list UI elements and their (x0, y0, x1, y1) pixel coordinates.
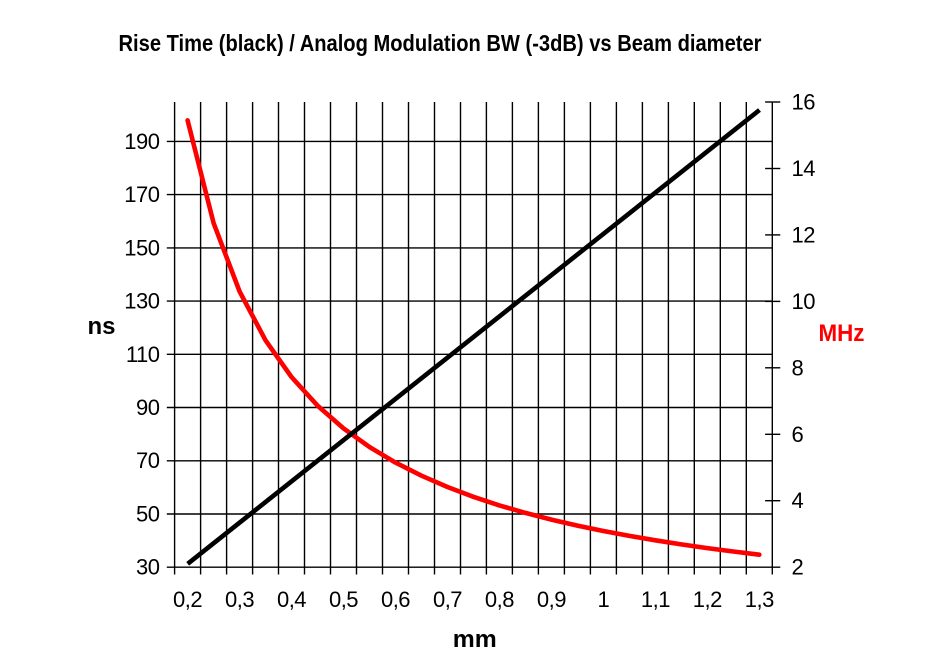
svg-text:0,2: 0,2 (173, 587, 202, 612)
svg-text:1,3: 1,3 (745, 587, 774, 612)
svg-text:mm: mm (453, 626, 497, 653)
svg-text:90: 90 (136, 395, 160, 420)
svg-text:70: 70 (136, 448, 160, 473)
svg-text:0,6: 0,6 (381, 587, 410, 612)
svg-text:130: 130 (124, 289, 159, 314)
svg-text:1: 1 (598, 587, 610, 612)
svg-text:10: 10 (792, 289, 816, 314)
svg-text:150: 150 (124, 235, 159, 260)
svg-text:4: 4 (792, 488, 804, 513)
svg-text:0,4: 0,4 (277, 587, 306, 612)
svg-text:0,7: 0,7 (433, 587, 462, 612)
svg-text:MHz: MHz (819, 320, 865, 347)
svg-text:2: 2 (792, 555, 804, 580)
svg-text:12: 12 (792, 222, 816, 247)
svg-text:30: 30 (136, 555, 160, 580)
svg-text:Rise Time (black) / Analog Mod: Rise Time (black) / Analog Modulation BW… (119, 30, 762, 56)
svg-text:1,1: 1,1 (641, 587, 670, 612)
svg-text:6: 6 (792, 422, 804, 447)
svg-text:170: 170 (124, 182, 159, 207)
svg-text:16: 16 (792, 90, 816, 115)
svg-text:50: 50 (136, 502, 160, 527)
svg-text:190: 190 (124, 129, 159, 154)
svg-text:110: 110 (126, 342, 160, 367)
svg-text:0,8: 0,8 (485, 587, 514, 612)
svg-text:14: 14 (792, 156, 816, 181)
svg-text:0,3: 0,3 (225, 587, 254, 612)
svg-text:ns: ns (87, 313, 115, 340)
svg-text:1,2: 1,2 (693, 587, 722, 612)
svg-text:0,9: 0,9 (537, 587, 566, 612)
svg-text:0,5: 0,5 (329, 587, 358, 612)
svg-text:8: 8 (792, 355, 804, 380)
